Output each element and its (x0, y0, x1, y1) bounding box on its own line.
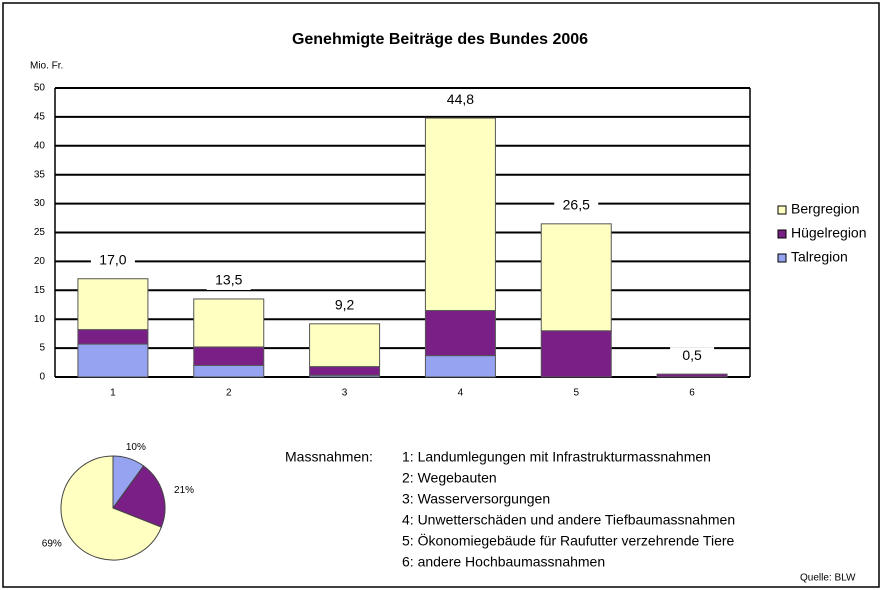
bar-segment (424, 117, 496, 312)
x-tick-label: 2 (226, 388, 232, 399)
pie-slice (60, 455, 162, 561)
total-label: 13,5 (215, 272, 242, 288)
y-tick-label: 30 (34, 198, 46, 209)
pie-label: 69% (42, 539, 62, 550)
bar-segment (424, 355, 496, 378)
pie-label: 10% (126, 442, 146, 453)
y-tick-label: 5 (39, 343, 45, 354)
chart-title: Genehmigte Beiträge des Bundes 2006 (292, 31, 588, 48)
total-label: 44,8 (447, 91, 474, 107)
notes-item: 1: Landumlegungen mit Infrastrukturmassn… (402, 449, 711, 465)
pie-label: 21% (174, 485, 194, 496)
y-tick-label: 0 (39, 372, 45, 383)
bar-segment (193, 298, 265, 348)
legend-label: Bergregion (791, 201, 860, 217)
source: Quelle: BLW (800, 573, 856, 584)
bar-segment (193, 346, 265, 366)
total-label-bg (322, 296, 367, 315)
bar-segment (77, 343, 149, 378)
y-tick-label: 20 (34, 256, 46, 267)
notes-item: 2: Wegebauten (402, 470, 497, 486)
x-tick-label: 6 (689, 388, 695, 399)
x-tick-label: 4 (458, 388, 464, 399)
total-label-bg (670, 347, 715, 366)
pie-slice (112, 465, 166, 528)
bar-segment (77, 329, 149, 345)
total-label: 9,2 (335, 297, 355, 313)
y-axis-label: Mio. Fr. (30, 61, 63, 72)
total-label: 17,0 (99, 251, 126, 267)
total-label: 26,5 (563, 197, 590, 213)
bar-segment (309, 323, 381, 368)
notes-item: 5: Ökonomiegebäude für Raufutter verzehr… (402, 532, 735, 549)
bar-segment (424, 310, 496, 357)
total-label: 0,5 (682, 347, 702, 363)
bar-segment (77, 278, 149, 331)
total-label-bg (90, 251, 135, 270)
bar-segment (540, 223, 612, 332)
y-tick-label: 45 (34, 112, 46, 123)
legend-label: Hügelregion (791, 225, 867, 241)
notes-item: 3: Wasserversorgungen (402, 491, 550, 507)
y-tick-label: 35 (34, 169, 46, 180)
bar-segment (309, 366, 381, 376)
notes-item: 4: Unwetterschäden und andere Tiefbaumas… (402, 512, 735, 528)
x-tick-label: 3 (342, 388, 348, 399)
legend-swatch (777, 205, 787, 215)
total-label-bg (206, 271, 251, 290)
y-tick-label: 10 (34, 314, 46, 325)
y-tick-label: 25 (34, 227, 46, 238)
legend-swatch (777, 229, 787, 239)
legend-label: Talregion (791, 249, 848, 265)
bar-segment (540, 330, 612, 378)
bar-segment (193, 364, 265, 378)
legend-swatch (777, 253, 787, 263)
y-tick-label: 40 (34, 140, 46, 151)
x-tick-label: 1 (110, 388, 116, 399)
y-tick-label: 50 (34, 83, 46, 94)
total-label-bg (554, 196, 599, 215)
notes-item: 6: andere Hochbaumassnahmen (402, 554, 605, 570)
x-tick-label: 5 (573, 388, 579, 399)
y-tick-label: 15 (34, 285, 46, 296)
notes-heading: Massnahmen: (285, 449, 373, 465)
total-label-bg (438, 91, 483, 110)
bar-segment (656, 373, 728, 378)
